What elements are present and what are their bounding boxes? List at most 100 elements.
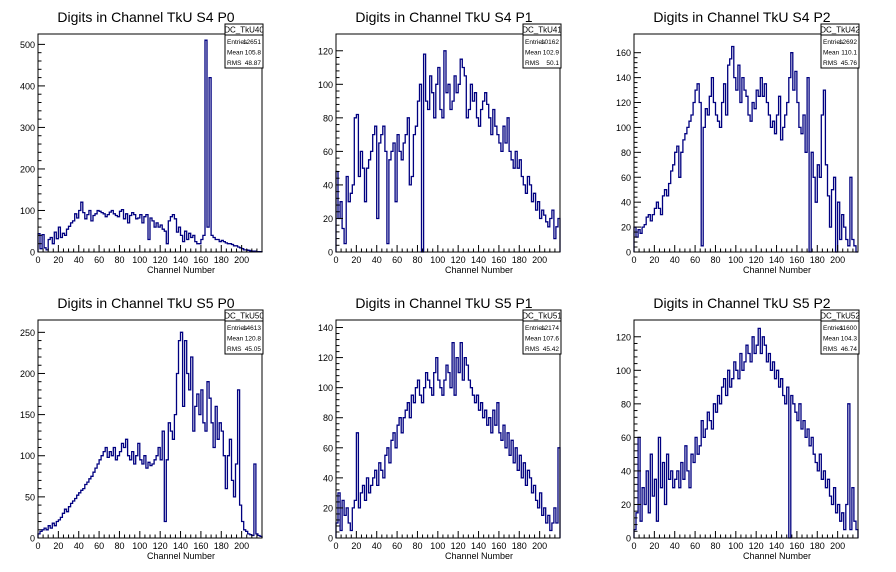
x-tick-label: 60 — [94, 541, 104, 551]
y-tick-label: 120 — [616, 332, 631, 342]
x-tick-label: 180 — [810, 541, 825, 551]
x-tick-label: 200 — [234, 541, 249, 551]
x-tick-label: 0 — [631, 541, 636, 551]
x-tick-label: 180 — [512, 255, 527, 265]
x-tick-label: 80 — [412, 255, 422, 265]
stats-mean-value: 107.6 — [543, 336, 560, 343]
x-tick-label: 160 — [193, 541, 208, 551]
stats-rms-value: 48.87 — [245, 60, 262, 67]
stats-rms-label: RMS — [823, 60, 838, 67]
x-tick-label: 100 — [728, 541, 743, 551]
chart-title: Digits in Channel TkU S5 P1 — [355, 295, 532, 311]
y-tick-label: 20 — [323, 214, 333, 224]
stats-rms-value: 45.05 — [245, 346, 262, 353]
stats-entries-value: 12174 — [541, 325, 559, 332]
x-tick-label: 80 — [114, 255, 124, 265]
y-tick-label: 60 — [323, 443, 333, 453]
y-tick-label: 160 — [616, 48, 631, 58]
stats-rms-label: RMS — [525, 346, 540, 353]
stats-mean-value: 102.9 — [543, 50, 560, 57]
x-tick-label: 140 — [173, 255, 188, 265]
histogram-series-line — [633, 45, 858, 253]
x-tick-label: 200 — [234, 255, 249, 265]
x-tick-label: 100 — [132, 541, 147, 551]
x-tick-label: 120 — [451, 541, 466, 551]
stats-entries-value: 10162 — [541, 39, 559, 46]
histogram-panel-3: Digits in Channel TkU S4 P2 0 20 40 60 80 100 1… — [616, 9, 860, 275]
y-tick-label: 80 — [621, 399, 631, 409]
histogram-series-line — [335, 50, 561, 253]
stats-rms-label: RMS — [823, 346, 838, 353]
y-tick-label: 20 — [621, 223, 631, 233]
y-tick-label: 500 — [20, 40, 35, 50]
y-tick-label: 150 — [20, 410, 35, 420]
x-axis-label: Channel Number — [445, 551, 513, 561]
histogram-panel-6: Digits in Channel TkU S5 P2 0 20 40 60 80 100 1… — [616, 295, 860, 561]
x-tick-label: 20 — [53, 541, 63, 551]
x-tick-label: 40 — [372, 541, 382, 551]
x-tick-label: 100 — [430, 541, 445, 551]
y-tick-label: 100 — [318, 80, 333, 90]
stats-box — [820, 309, 860, 355]
y-tick-label: 120 — [318, 353, 333, 363]
stats-rms-label: RMS — [227, 346, 242, 353]
y-tick-label: 200 — [20, 369, 35, 379]
y-tick-label: 120 — [318, 46, 333, 56]
x-tick-label: 140 — [471, 541, 486, 551]
stats-rms-value: 46.74 — [841, 346, 858, 353]
chart-title: Digits in Channel TkU S4 P0 — [57, 9, 234, 25]
x-axis-label: Channel Number — [445, 265, 513, 275]
y-tick-label: 80 — [323, 413, 333, 423]
x-tick-label: 60 — [94, 255, 104, 265]
y-tick-label: 120 — [616, 98, 631, 108]
y-tick-label: 20 — [323, 503, 333, 513]
x-tick-label: 60 — [392, 255, 402, 265]
x-tick-label: 120 — [153, 541, 168, 551]
x-tick-label: 200 — [532, 541, 547, 551]
y-tick-label: 0 — [328, 534, 333, 544]
stats-mean-label: Mean — [525, 50, 542, 57]
x-axis-label: Channel Number — [743, 265, 811, 275]
x-tick-label: 40 — [372, 255, 382, 265]
x-tick-label: 60 — [690, 541, 700, 551]
x-tick-label: 120 — [153, 255, 168, 265]
stats-mean-label: Mean — [525, 336, 542, 343]
y-tick-label: 0 — [626, 534, 631, 544]
stats-entries-value: 11600 — [839, 325, 857, 332]
histogram-panel-4: Digits in Channel TkU S5 P00501001502002… — [20, 295, 264, 561]
histogram-series-line — [37, 39, 263, 253]
stats-entries-label: Entries — [823, 325, 844, 332]
y-tick-label: 0 — [328, 248, 333, 258]
x-tick-label: 160 — [789, 255, 804, 265]
stats-box — [224, 309, 264, 355]
x-tick-label: 80 — [114, 541, 124, 551]
y-tick-label: 60 — [621, 173, 631, 183]
x-tick-label: 200 — [830, 541, 845, 551]
x-tick-label: 160 — [491, 541, 506, 551]
stats-entries-label: Entries — [227, 39, 248, 46]
x-tick-label: 160 — [193, 255, 208, 265]
stats-entries-value: 12651 — [243, 39, 261, 46]
y-tick-label: 100 — [616, 366, 631, 376]
x-tick-label: 180 — [214, 255, 229, 265]
x-tick-label: 20 — [351, 541, 361, 551]
x-tick-label: 140 — [471, 255, 486, 265]
x-tick-label: 160 — [789, 541, 804, 551]
stats-histogram-name: DC_TkU51 — [522, 312, 562, 321]
x-tick-label: 120 — [749, 541, 764, 551]
x-tick-label: 0 — [333, 255, 338, 265]
x-tick-label: 100 — [430, 255, 445, 265]
y-tick-label: 100 — [318, 383, 333, 393]
chart-title: Digits in Channel TkU S4 P2 — [653, 9, 830, 25]
stats-mean-label: Mean — [227, 50, 244, 57]
y-tick-label: 0 — [626, 248, 631, 258]
y-tick-label: 140 — [616, 73, 631, 83]
stats-rms-value: 50.1 — [546, 60, 559, 67]
y-tick-label: 250 — [20, 328, 35, 338]
x-tick-label: 80 — [412, 541, 422, 551]
x-tick-label: 40 — [74, 255, 84, 265]
stats-mean-label: Mean — [823, 336, 840, 343]
stats-rms-value: 45.42 — [543, 346, 560, 353]
y-tick-label: 100 — [20, 206, 35, 216]
